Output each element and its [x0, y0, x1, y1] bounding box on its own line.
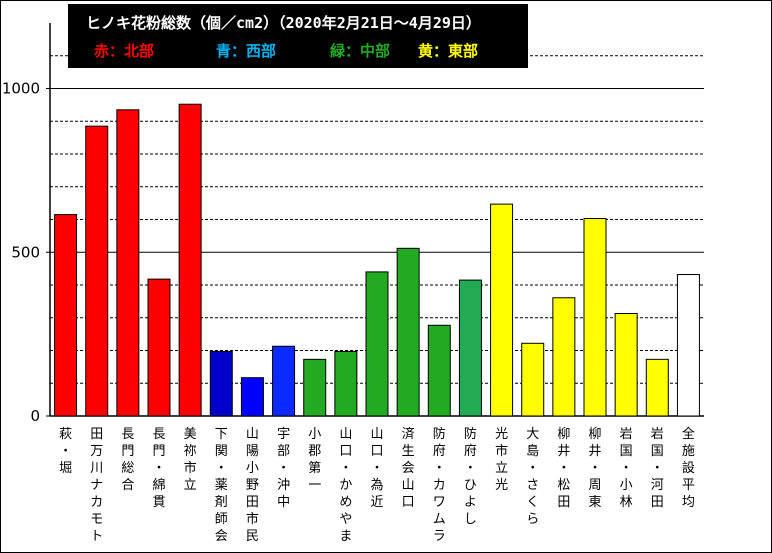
bar-14: [458, 279, 482, 417]
category-label: 田万川ナカモト: [90, 427, 103, 544]
bar-1: [54, 214, 78, 417]
category-label: 山口・為近: [370, 427, 383, 510]
category-label: 岩国・河田: [651, 427, 664, 510]
category-label: 柳井・松田: [557, 427, 570, 510]
category-label: 防府・ひよし: [464, 426, 477, 527]
category-label: 小郡第一: [308, 427, 321, 493]
bar-13: [427, 324, 451, 417]
bar-17: [552, 297, 576, 417]
chart-title: ヒノキ花粉総数（個／cm2）（2020年2月21日～4月29日）: [86, 14, 481, 32]
bar-2: [85, 125, 109, 417]
bar-3: [116, 109, 140, 417]
y-tick-label: 500: [11, 243, 40, 261]
bar-20: [645, 358, 669, 417]
category-label: 長門総合: [121, 427, 134, 493]
y-tick-label: 1000: [2, 80, 40, 98]
bar-11: [365, 271, 389, 417]
category-label: 柳井・周東: [588, 427, 601, 510]
bar-9: [303, 358, 327, 417]
chart-title-box: ヒノキ花粉総数（個／cm2）（2020年2月21日～4月29日） 赤：北部 青：…: [68, 4, 528, 68]
category-label: 美祢市立: [184, 427, 197, 493]
category-label: 萩・堀: [59, 427, 72, 476]
category-label: 全施設平均: [682, 426, 695, 510]
legend-west: 青：西部: [216, 42, 277, 60]
bar-10: [334, 350, 358, 417]
category-label: 防府・カワムラ: [433, 426, 446, 544]
category-label: 大島・さくら: [526, 427, 539, 527]
category-label: 光市立光: [495, 427, 508, 493]
category-label: 済生会山口: [402, 426, 415, 510]
bar-16: [521, 342, 545, 417]
category-label: 宇部・沖中: [277, 427, 290, 510]
bar-15: [490, 203, 514, 417]
category-label: 山陽小野田市民: [246, 427, 259, 544]
bar-21: [676, 274, 700, 417]
category-label: 下関・薬剤師会: [215, 427, 228, 544]
bar-18: [583, 218, 607, 417]
bar-19: [614, 312, 638, 417]
category-label: 山口・かめやま: [339, 427, 352, 544]
legend-central: 緑：中部: [330, 42, 391, 60]
bar-12: [396, 247, 420, 417]
y-tick-label: 0: [30, 407, 40, 425]
bar-7: [240, 377, 264, 417]
legend-east: 黄：東部: [418, 42, 479, 60]
category-label: 岩国・小林: [620, 427, 633, 510]
category-label: 長門・綿貫: [152, 427, 165, 510]
bar-5: [178, 103, 202, 417]
bar-4: [147, 278, 171, 417]
bar-6: [209, 350, 233, 417]
bar-8: [272, 345, 296, 417]
legend-north: 赤：北部: [94, 42, 155, 60]
